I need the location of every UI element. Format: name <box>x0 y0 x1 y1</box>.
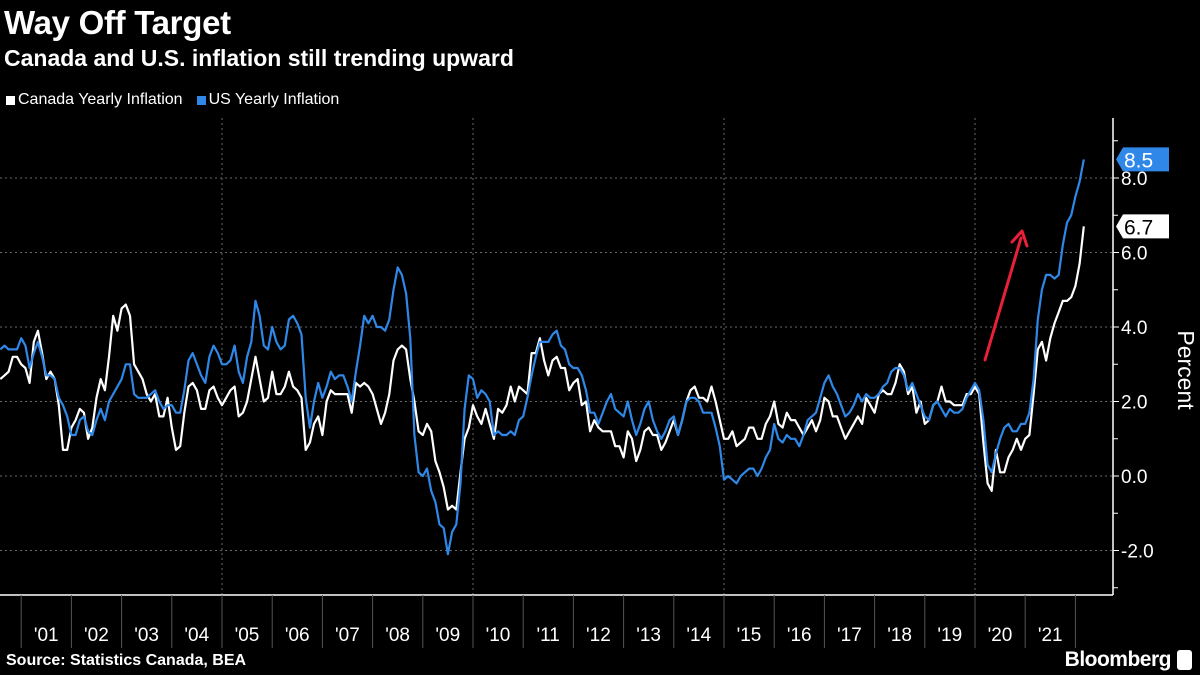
y-tick-label: 6.0 <box>1121 244 1147 265</box>
x-tick-label: '09 <box>435 625 460 646</box>
x-tick-label: '11 <box>537 625 560 646</box>
x-tick-label: '19 <box>937 625 962 646</box>
legend: Canada Yearly Inflation US Yearly Inflat… <box>6 91 339 109</box>
end-label-us: 8.5 <box>1124 149 1153 172</box>
legend-swatch-canada <box>6 95 15 105</box>
y-tick-label: 4.0 <box>1121 318 1147 339</box>
chart-subtitle: Canada and U.S. inflation still trending… <box>4 45 514 71</box>
x-tick-label: '17 <box>837 625 862 646</box>
end-label-canada: 6.7 <box>1124 216 1153 239</box>
bloomberg-logo-icon <box>1177 650 1192 670</box>
x-tick-label: '10 <box>486 625 511 646</box>
x-tick-label: '14 <box>686 625 711 646</box>
x-tick-label: '16 <box>787 625 812 646</box>
x-tick-label: '03 <box>134 625 159 646</box>
y-tick-label: -2.0 <box>1121 542 1154 563</box>
x-tick-label: '13 <box>636 625 661 646</box>
x-tick-label: '18 <box>887 625 912 646</box>
y-tick-label: 8.0 <box>1121 169 1147 190</box>
series-line-us <box>0 159 1085 556</box>
x-tick-label: '12 <box>586 625 611 646</box>
x-tick-label: '01 <box>34 625 59 646</box>
brand-name: Bloomberg <box>1064 648 1172 671</box>
x-tick-label: '21 <box>1038 625 1063 646</box>
legend-label-canada: Canada Yearly Inflation <box>18 91 183 108</box>
legend-item-canada: Canada Yearly Inflation <box>6 91 183 109</box>
chart-title: Way Off Target <box>4 4 231 41</box>
y-tick-label: 2.0 <box>1121 393 1147 414</box>
red-arrow-annotation <box>983 229 1029 362</box>
legend-item-us: US Yearly Inflation <box>196 91 340 109</box>
x-tick-label: '06 <box>285 625 310 646</box>
legend-label-us: US Yearly Inflation <box>208 91 340 108</box>
y-axis-label: Percent <box>1173 330 1199 410</box>
end-label-badge-canada <box>1116 214 1169 239</box>
legend-swatch-us <box>196 95 206 105</box>
x-tick-label: '15 <box>737 625 762 646</box>
x-tick-label: '08 <box>385 625 410 646</box>
bloomberg-logo: Bloomberg <box>1065 648 1192 672</box>
x-tick-label: '20 <box>988 625 1013 646</box>
x-tick-label: '07 <box>335 625 360 646</box>
end-label-badge-us <box>1116 147 1169 172</box>
series-line-canada <box>0 226 1085 511</box>
y-tick-label: 0.0 <box>1121 467 1147 488</box>
x-tick-label: '04 <box>184 625 209 646</box>
x-tick-label: '05 <box>235 625 260 646</box>
x-tick-label: '02 <box>84 625 109 646</box>
source-note: Source: Statistics Canada, BEA <box>6 652 247 669</box>
